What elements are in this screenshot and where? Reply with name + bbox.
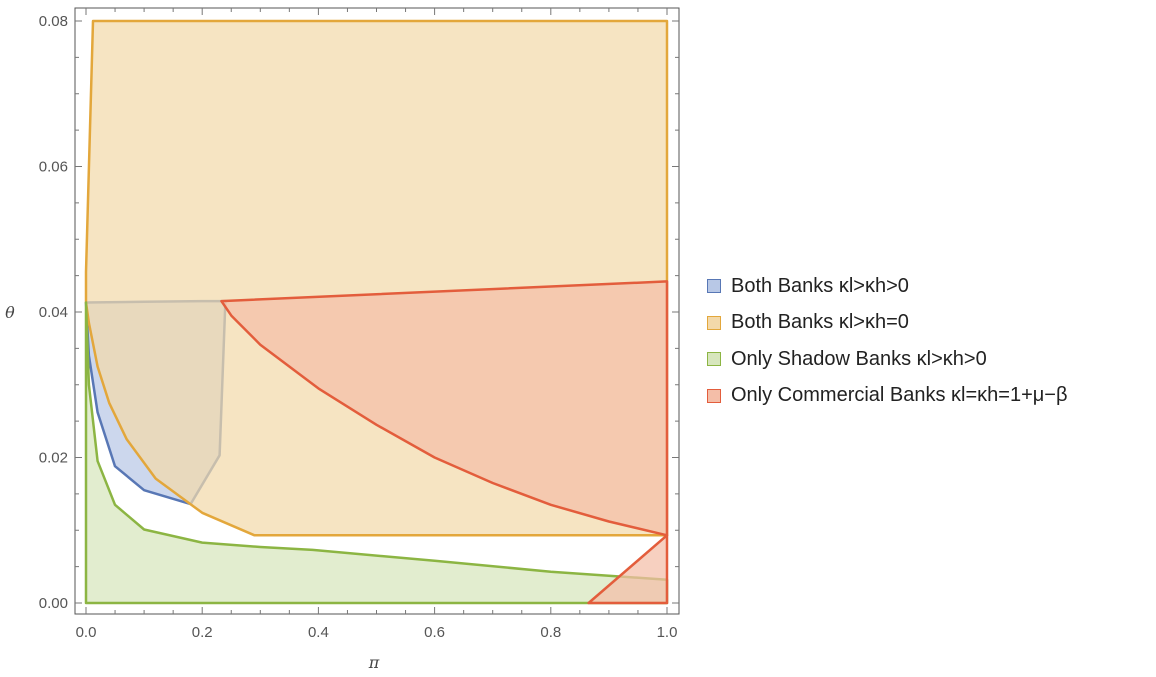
legend-swatch — [707, 279, 721, 294]
regions-layer — [84, 19, 669, 605]
y-tick-label: 0.00 — [39, 595, 68, 612]
legend-item-only-commercial-banks: Only Commercial Banks κl=κh=1+μ−β — [707, 378, 1068, 415]
y-tick-label: 0.08 — [39, 13, 68, 30]
x-tick-label: 0.8 — [540, 624, 561, 641]
legend-item-both-banks-zero: Both Banks κl>κh=0 — [707, 305, 1068, 342]
chart-plot: 0.0 0.2 0.4 0.6 0.8 1.0 0.00 0.02 0.04 0.06 0.08 π… — [5, 7, 680, 672]
x-tick-label: 0.0 — [76, 624, 97, 641]
legend-item-only-shadow-banks: Only Shadow Banks κl>κh>0 — [707, 341, 1068, 378]
legend-item-both-banks-positive: Both Banks κl>κh>0 — [707, 268, 1068, 305]
y-tick-label: 0.02 — [39, 450, 68, 467]
legend-label: Both Banks κl>κh>0 — [731, 274, 909, 297]
x-tick-label: 0.4 — [308, 624, 329, 641]
x-tick-label: 0.6 — [424, 624, 445, 641]
tick-labels: 0.0 0.2 0.4 0.6 0.8 1.0 0.00 0.02 0.04 0.06 0.08 — [39, 13, 678, 641]
y-tick-label: 0.06 — [39, 159, 68, 176]
x-axis-label: π — [368, 653, 380, 672]
y-axis-label: θ — [5, 303, 15, 322]
y-tick-label: 0.04 — [39, 304, 68, 321]
legend-swatch — [707, 388, 721, 403]
legend-swatch — [707, 352, 721, 367]
legend-swatch — [707, 315, 721, 330]
legend-label: Only Commercial Banks κl=κh=1+μ−β — [731, 384, 1068, 407]
ticks-layer — [75, 8, 679, 614]
x-tick-label: 0.2 — [192, 624, 213, 641]
region-4-lower — [587, 534, 669, 605]
legend: Both Banks κl>κh>0 Both Banks κl>κh=0 On… — [707, 268, 1068, 414]
legend-label: Both Banks κl>κh=0 — [731, 311, 909, 334]
legend-label: Only Shadow Banks κl>κh>0 — [731, 347, 987, 370]
region-4 — [220, 280, 669, 537]
x-tick-label: 1.0 — [657, 624, 678, 641]
